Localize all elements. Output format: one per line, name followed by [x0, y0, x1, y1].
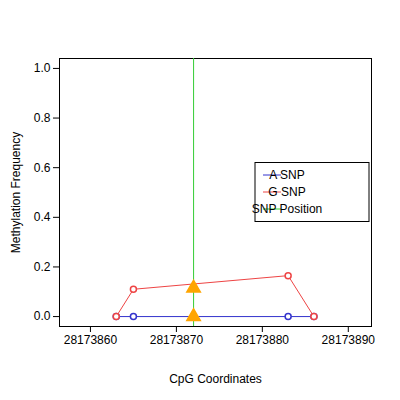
svg-text:28173890: 28173890: [322, 333, 376, 347]
svg-text:0.8: 0.8: [34, 111, 51, 125]
svg-text:SNP Position: SNP Position: [252, 202, 322, 216]
svg-text:1.0: 1.0: [34, 61, 51, 75]
svg-text:Methylation Frequency: Methylation Frequency: [9, 132, 23, 253]
svg-text:0.6: 0.6: [34, 161, 51, 175]
svg-text:0.0: 0.0: [34, 309, 51, 323]
svg-text:0.2: 0.2: [34, 260, 51, 274]
svg-text:28173870: 28173870: [150, 333, 204, 347]
svg-text:28173880: 28173880: [236, 333, 290, 347]
svg-text:28173860: 28173860: [64, 333, 118, 347]
svg-text:0.4: 0.4: [34, 210, 51, 224]
svg-text:G SNP: G SNP: [268, 185, 305, 199]
svg-text:A SNP: A SNP: [269, 168, 304, 182]
svg-text:CpG Coordinates: CpG Coordinates: [169, 372, 262, 386]
